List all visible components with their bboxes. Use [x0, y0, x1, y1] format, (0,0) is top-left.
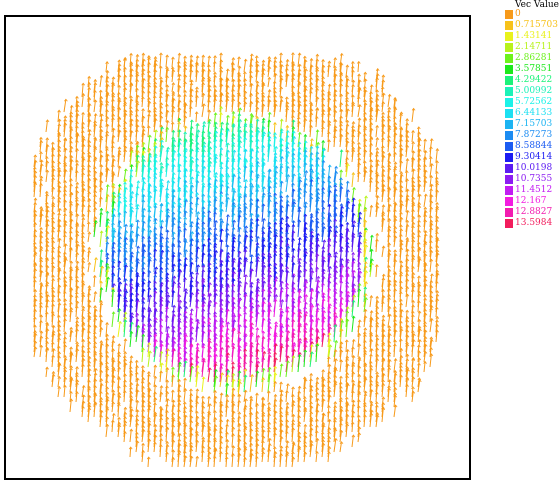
- legend-title: Vec Value: [515, 0, 559, 10]
- legend-entry: 13.5984: [505, 218, 559, 229]
- legend-label: 0: [515, 9, 521, 19]
- legend-entry: 3.57851: [505, 64, 559, 75]
- legend-entry: 6.44133: [505, 108, 559, 119]
- legend-swatch: [505, 197, 513, 206]
- legend-entry: 2.86281: [505, 53, 559, 64]
- legend-entry: 0: [505, 9, 559, 20]
- legend-entry: 7.15703: [505, 119, 559, 130]
- legend-label: 10.0198: [515, 163, 553, 173]
- legend-label: 1.43141: [515, 31, 553, 41]
- legend-entry: 10.7355: [505, 174, 559, 185]
- legend-swatch: [505, 219, 513, 228]
- legend-label: 9.30414: [515, 152, 553, 162]
- legend-swatch: [505, 109, 513, 118]
- legend-entry: 7.87273: [505, 130, 559, 141]
- legend-entry: 10.0198: [505, 163, 559, 174]
- legend-swatch: [505, 164, 513, 173]
- legend-label: 5.72562: [515, 97, 553, 107]
- legend-label: 6.44133: [515, 108, 553, 118]
- legend-entry: 12.167: [505, 196, 559, 207]
- legend-entry: 5.00992: [505, 86, 559, 97]
- legend-swatch: [505, 87, 513, 96]
- legend-swatch: [505, 131, 513, 140]
- legend-label: 7.15703: [515, 119, 553, 129]
- legend-label: 4.29422: [515, 75, 553, 85]
- vector-arrows: [32, 52, 440, 468]
- legend-swatch: [505, 65, 513, 74]
- legend-label: 10.7355: [515, 174, 553, 184]
- legend-entry: 1.43141: [505, 31, 559, 42]
- legend-label: 13.5984: [515, 218, 553, 228]
- legend-label: 0.715703: [515, 20, 558, 30]
- legend-swatch: [505, 208, 513, 217]
- legend-swatch: [505, 10, 513, 19]
- vector-field-viewport[interactable]: [4, 15, 471, 480]
- legend-label: 11.4512: [515, 185, 553, 195]
- legend-entry: 5.72562: [505, 97, 559, 108]
- legend-swatch: [505, 120, 513, 129]
- legend-swatch: [505, 153, 513, 162]
- legend-entry: 2.14711: [505, 42, 559, 53]
- legend-swatch: [505, 98, 513, 107]
- legend-swatch: [505, 54, 513, 63]
- legend-swatch: [505, 76, 513, 85]
- color-legend: Vec Value 0 0.715703 1.43141 2.14711 2.86281…: [505, 0, 559, 240]
- legend-label: 8.58844: [515, 141, 553, 151]
- legend-swatch: [505, 21, 513, 30]
- legend-label: 3.57851: [515, 64, 553, 74]
- legend-swatch: [505, 186, 513, 195]
- legend-swatch: [505, 175, 513, 184]
- legend-entry: 8.58844: [505, 141, 559, 152]
- vector-field-plot: [32, 52, 440, 468]
- legend-swatch: [505, 142, 513, 151]
- legend-entry: 0.715703: [505, 20, 559, 31]
- legend-swatch: [505, 32, 513, 41]
- legend-label: 2.86281: [515, 53, 553, 63]
- legend-label: 12.167: [515, 196, 547, 206]
- legend-entry: 9.30414: [505, 152, 559, 163]
- legend-entry: 12.8827: [505, 207, 559, 218]
- legend-swatch: [505, 43, 513, 52]
- legend-entry: 11.4512: [505, 185, 559, 196]
- legend-label: 12.8827: [515, 207, 553, 217]
- legend-label: 7.87273: [515, 130, 553, 140]
- legend-entry: 4.29422: [505, 75, 559, 86]
- legend-label: 5.00992: [515, 86, 553, 96]
- legend-label: 2.14711: [515, 42, 553, 52]
